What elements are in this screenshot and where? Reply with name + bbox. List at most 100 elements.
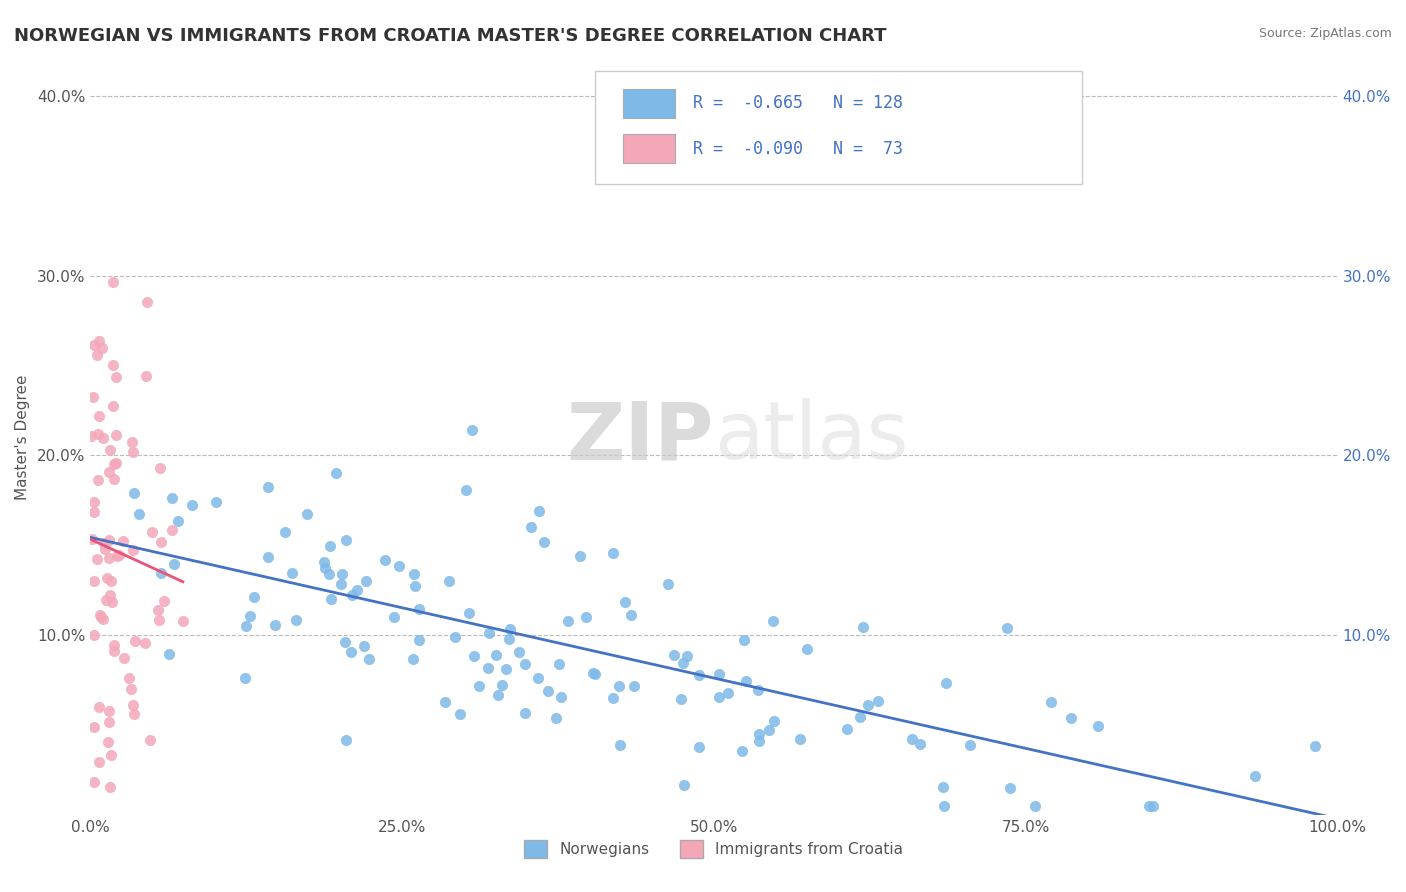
Point [243,590,266,604]
Point [135,368,157,383]
Point [908,737,931,751]
Point [83,627,105,641]
Bar [623,89,675,118]
Point [346,583,368,598]
Point [762,614,785,628]
Point [97,735,120,749]
Point [83,338,105,352]
Point [325,466,347,480]
Legend: Norwegians, Immigrants from Croatia: Norwegians, Immigrants from Croatia [519,833,910,864]
Point [1142,799,1164,814]
Point [620,607,643,622]
Point [80,429,103,443]
Point [733,633,755,648]
Point [98,465,121,479]
Point [100,588,122,602]
Point [233,671,256,685]
Point [101,359,124,373]
Point [128,507,150,521]
Point [82,390,104,404]
Point [796,641,818,656]
Point [149,566,172,580]
Point [664,648,686,663]
Point [477,661,499,675]
Point [408,602,430,616]
Point [105,456,128,470]
Point [402,652,425,666]
Point [96,570,118,584]
Point [623,679,645,693]
Point [87,473,110,487]
Point [124,486,146,500]
Point [486,688,509,702]
Point [675,649,697,664]
Point [104,370,127,384]
Point [707,667,730,681]
Point [1244,769,1267,783]
Point [103,638,125,652]
Point [91,431,114,445]
Point [508,644,530,658]
Point [1137,799,1160,814]
Point [86,348,108,362]
Point [257,480,280,494]
Point [353,639,375,653]
Point [526,671,548,685]
Point [688,668,710,682]
Point [333,635,356,649]
Point [789,731,811,746]
Point [544,711,567,725]
Point [515,657,537,671]
Point [86,551,108,566]
Point [101,595,124,609]
Point [463,648,485,663]
Point [748,726,770,740]
Point [146,602,169,616]
Point [932,780,955,794]
Point [94,542,117,557]
Point [111,534,134,549]
Point [602,691,624,706]
Point [849,709,872,723]
Point [100,574,122,588]
Point [281,566,304,580]
Point [1303,739,1326,753]
Point [1059,711,1081,725]
Point [439,574,461,588]
Point [330,566,353,581]
Point [374,552,396,566]
Text: R =  -0.090   N =  73: R = -0.090 N = 73 [693,140,903,158]
Point [485,648,508,662]
Point [460,423,482,437]
Point [748,734,770,748]
Point [312,555,335,569]
Point [498,623,520,637]
Point [557,614,579,628]
Y-axis label: Master's Degree: Master's Degree [15,375,30,500]
Point [672,657,695,671]
Point [314,561,336,575]
Point [93,612,115,626]
Point [404,579,426,593]
Point [141,524,163,539]
Point [575,610,598,624]
Point [139,733,162,747]
Point [153,593,176,607]
Point [120,681,142,696]
Point [121,435,143,450]
Point [167,514,190,528]
Point [101,275,124,289]
Point [404,566,426,581]
Point [162,557,184,571]
Point [852,620,875,634]
Point [568,549,591,563]
Text: ZIP: ZIP [567,399,714,476]
Point [856,698,879,713]
Point [550,690,572,705]
Point [108,548,131,562]
Point [935,675,957,690]
Bar [623,135,675,163]
Point [959,738,981,752]
Point [83,574,105,588]
Point [329,576,352,591]
